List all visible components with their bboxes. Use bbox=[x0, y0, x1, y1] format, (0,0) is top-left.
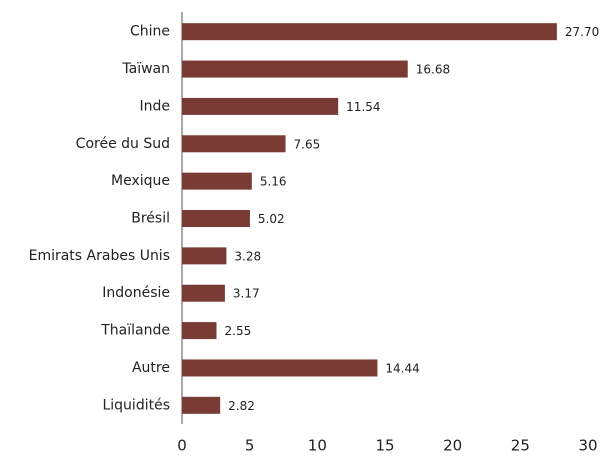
x-tick-label: 15 bbox=[375, 437, 394, 455]
y-tick-label: Taïwan bbox=[121, 61, 170, 77]
y-tick-label: Inde bbox=[139, 98, 170, 114]
x-tick-label: 30 bbox=[578, 437, 597, 455]
x-tick-label: 0 bbox=[177, 437, 187, 455]
bar bbox=[182, 396, 221, 414]
y-tick-label: Emirats Arabes Unis bbox=[29, 248, 170, 264]
bar bbox=[182, 322, 217, 340]
y-tick-label: Mexique bbox=[111, 173, 170, 189]
y-tick-label: Brésil bbox=[131, 211, 170, 227]
bar bbox=[182, 172, 252, 190]
y-tick-label: Thaïlande bbox=[100, 323, 170, 339]
bar bbox=[182, 135, 286, 153]
value-label: 7.65 bbox=[294, 137, 321, 151]
value-label: 5.02 bbox=[258, 212, 285, 226]
value-label: 16.68 bbox=[416, 63, 450, 77]
x-tick-label: 10 bbox=[308, 437, 327, 455]
value-label: 2.82 bbox=[228, 399, 255, 413]
bar bbox=[182, 60, 408, 78]
y-tick-label: Indonésie bbox=[102, 285, 170, 301]
value-label: 2.55 bbox=[225, 324, 252, 338]
value-label: 5.16 bbox=[260, 175, 287, 189]
x-tick-label: 20 bbox=[443, 437, 462, 455]
bar bbox=[182, 210, 250, 227]
bar bbox=[182, 23, 557, 41]
x-tick-label: 5 bbox=[245, 437, 255, 455]
bar bbox=[182, 359, 378, 377]
bar bbox=[182, 247, 227, 265]
value-label: 11.54 bbox=[346, 100, 380, 114]
bar bbox=[182, 97, 339, 115]
value-label: 3.17 bbox=[233, 287, 260, 301]
value-label: 27.70 bbox=[565, 25, 599, 39]
y-tick-label: Chine bbox=[130, 24, 170, 40]
value-label: 3.28 bbox=[234, 249, 261, 263]
bar bbox=[182, 284, 225, 302]
y-tick-label: Liquidités bbox=[102, 397, 170, 413]
x-tick-label: 25 bbox=[511, 437, 530, 455]
y-tick-label: Corée du Sud bbox=[76, 136, 170, 152]
y-tick-label: Autre bbox=[132, 360, 170, 376]
value-label: 14.44 bbox=[385, 361, 419, 375]
